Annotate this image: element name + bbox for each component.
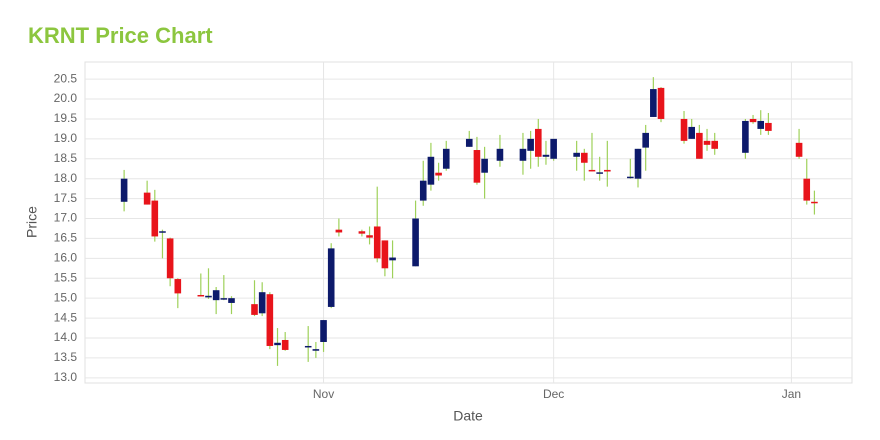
candle-body — [304, 345, 312, 348]
candle-body — [550, 138, 557, 159]
candle-body — [220, 298, 228, 300]
x-tick-label: Jan — [782, 387, 801, 401]
candle-body — [120, 178, 128, 202]
candle-body — [634, 148, 642, 179]
candle-body — [757, 120, 765, 129]
x-tick-label: Dec — [543, 387, 564, 401]
y-tick-label: 19.0 — [54, 131, 78, 145]
y-tick-label: 19.5 — [54, 111, 78, 125]
candle-body — [703, 140, 711, 145]
candle-body — [366, 235, 373, 238]
y-tick-label: 20.5 — [54, 71, 78, 85]
candle-body — [205, 295, 212, 298]
candle-body — [197, 294, 205, 297]
candle-body — [143, 192, 151, 205]
candle-body — [749, 118, 757, 123]
y-tick-label: 18.0 — [54, 171, 78, 185]
candle-body — [650, 89, 657, 117]
y-tick-label: 15.5 — [54, 270, 78, 284]
y-tick-label: 16.0 — [54, 251, 78, 265]
y-axis-label: Price — [24, 206, 40, 238]
candle-body — [266, 294, 274, 346]
candle-body — [320, 320, 327, 342]
candle-body — [442, 148, 450, 169]
candle-body — [327, 248, 335, 307]
candle-body — [419, 180, 427, 201]
plot-frame — [84, 61, 853, 384]
candle-body — [389, 257, 396, 261]
candle-body — [335, 229, 343, 233]
candle-body — [680, 118, 688, 141]
chart-title: KRNT Price Chart — [28, 23, 213, 48]
candle-body — [381, 240, 389, 269]
candle-body — [465, 138, 473, 147]
y-tick-label: 13.0 — [54, 370, 78, 384]
y-tick-label: 17.0 — [54, 211, 78, 225]
candle-body — [596, 172, 603, 174]
candle-body — [688, 126, 695, 139]
candle-body — [427, 156, 435, 185]
candle-body — [534, 128, 542, 157]
candle-body — [496, 148, 504, 161]
candle-body — [435, 172, 442, 176]
candle-body — [358, 231, 366, 234]
candle-body — [627, 176, 634, 179]
candle-body — [373, 226, 381, 259]
y-tick-label: 16.5 — [54, 231, 78, 245]
y-tick-label: 14.5 — [54, 310, 78, 324]
candle-body — [795, 142, 803, 157]
candle-body — [312, 349, 320, 351]
candle-body — [803, 178, 811, 201]
candle-body — [573, 152, 580, 157]
candle-body — [159, 231, 166, 233]
y-tick-label: 13.5 — [54, 350, 78, 364]
candle-body — [519, 148, 527, 161]
y-tick-label: 15.0 — [54, 290, 78, 304]
candle-body — [711, 140, 719, 149]
candle-body — [412, 218, 419, 267]
candle-body — [258, 292, 266, 314]
candle-body — [604, 169, 611, 172]
candle-body — [166, 238, 174, 279]
y-tick-label: 18.5 — [54, 151, 78, 165]
candle-body — [251, 304, 258, 315]
candle-body — [174, 279, 182, 294]
candle-body — [542, 154, 550, 157]
candle-body — [742, 120, 749, 153]
y-tick-label: 20.0 — [54, 91, 78, 105]
y-tick-label: 17.5 — [54, 191, 78, 205]
y-tick-label: 14.0 — [54, 330, 78, 344]
x-axis-label: Date — [453, 408, 483, 424]
candle-body — [811, 201, 818, 204]
candle-body — [657, 87, 665, 119]
candle-body — [527, 138, 534, 151]
candle-body — [473, 150, 481, 183]
candle-body — [642, 132, 649, 148]
candle-body — [212, 290, 220, 301]
candle-body — [588, 169, 596, 172]
candle-body — [765, 122, 772, 131]
x-tick-label: Nov — [313, 387, 334, 401]
candle-body — [281, 339, 289, 350]
candle-body — [581, 152, 588, 163]
candle-body — [151, 200, 159, 237]
candle-body — [696, 132, 703, 159]
candle-body — [228, 298, 235, 303]
candle-body — [481, 158, 488, 173]
candle-body — [274, 342, 281, 346]
